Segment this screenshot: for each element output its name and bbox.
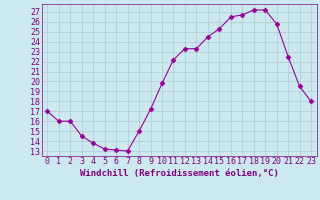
X-axis label: Windchill (Refroidissement éolien,°C): Windchill (Refroidissement éolien,°C) <box>80 169 279 178</box>
